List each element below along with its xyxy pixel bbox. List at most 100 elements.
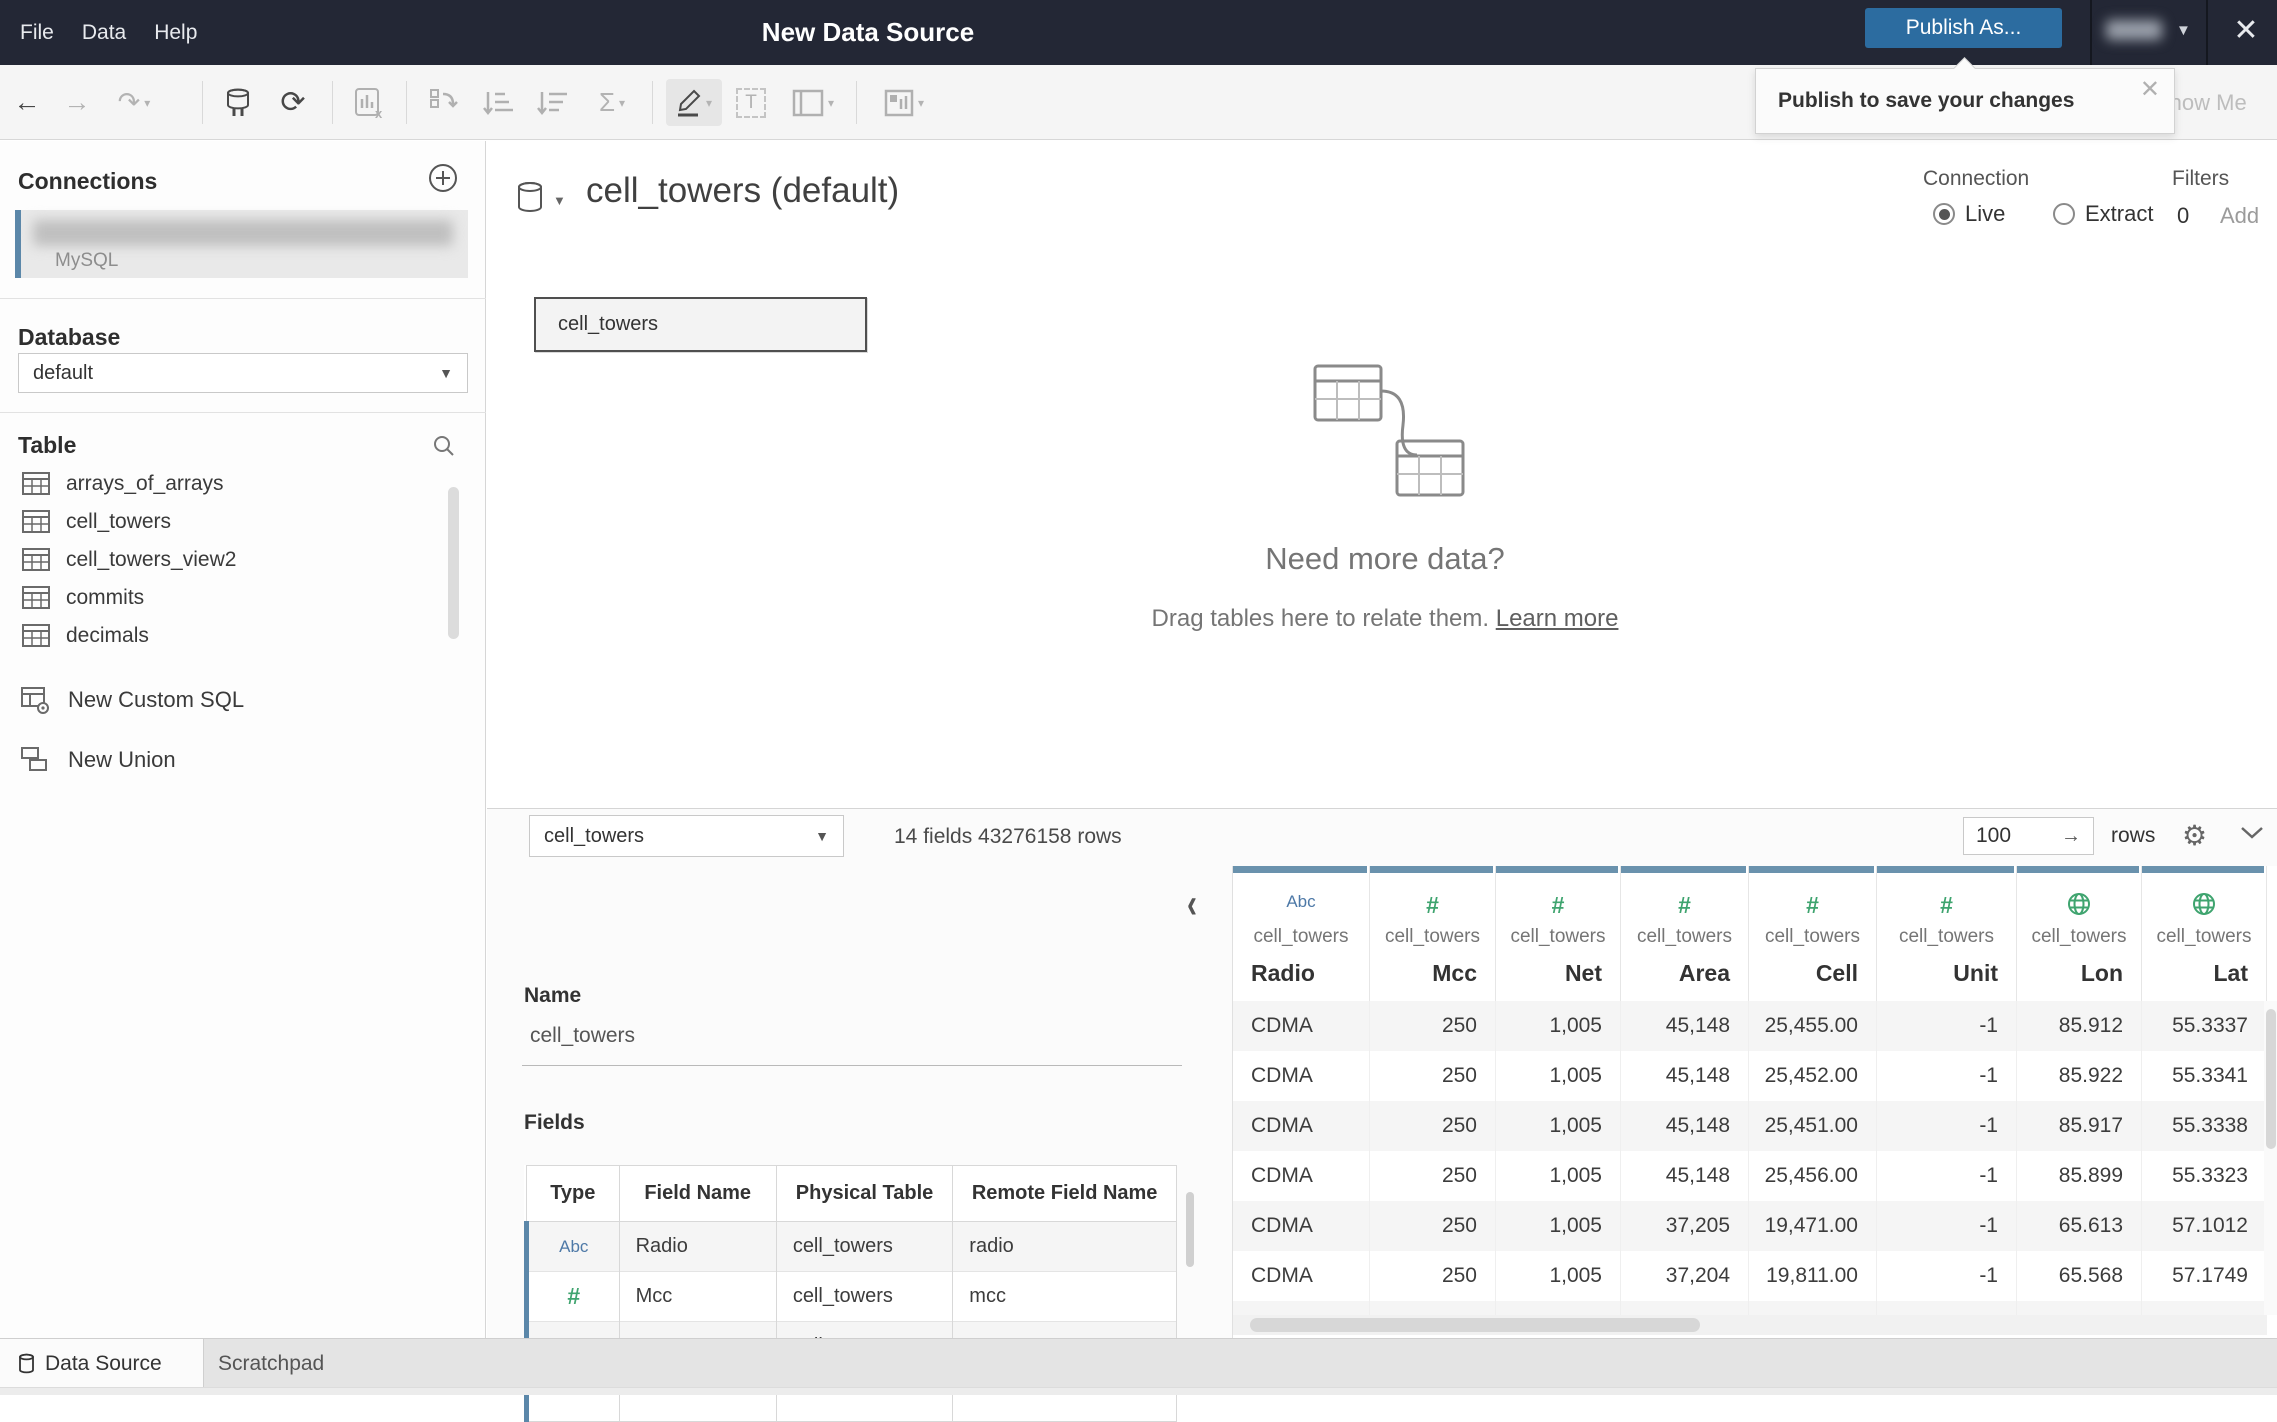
union-icon bbox=[20, 746, 54, 774]
redo-icon[interactable]: → bbox=[63, 87, 91, 117]
datasource-title[interactable]: cell_towers (default) bbox=[586, 171, 900, 210]
empty-state-subtitle: Drag tables here to relate them. Learn m… bbox=[1035, 605, 1735, 633]
menu-data[interactable]: Data bbox=[81, 20, 127, 44]
new-union-item[interactable]: New Union bbox=[0, 739, 470, 781]
user-menu-caret-icon[interactable]: ▼ bbox=[2176, 22, 2191, 39]
swap-rows-columns-icon[interactable] bbox=[422, 65, 466, 140]
table-list-scrollbar[interactable] bbox=[448, 487, 459, 639]
pause-updates-icon[interactable] bbox=[218, 65, 258, 140]
grid-horizontal-scrollbar[interactable] bbox=[1233, 1315, 2267, 1335]
column-name-label: Lat bbox=[2213, 960, 2249, 986]
filters-add-button[interactable]: Add bbox=[2220, 203, 2260, 228]
column-source-label: cell_towers bbox=[2031, 926, 2127, 947]
live-radio[interactable]: Live bbox=[1933, 201, 2005, 227]
grid-column-header-Cell[interactable]: # cell_towers Cell bbox=[1749, 866, 1877, 1001]
fields-row-Radio[interactable]: Abc Radio cell_towers radio bbox=[524, 1221, 1177, 1272]
extract-radio[interactable]: Extract bbox=[2053, 201, 2153, 227]
string-type-icon: Abc bbox=[1286, 892, 1316, 911]
cancel-query-icon[interactable]: x bbox=[346, 65, 392, 140]
text-tool-icon[interactable]: T bbox=[728, 65, 774, 140]
apply-arrow-icon[interactable]: → bbox=[2061, 824, 2081, 847]
grid-row[interactable]: CDMA 250 1,005 45,148 25,455.00 -1 85.912 55.33… bbox=[1233, 1001, 2267, 1051]
panel-chevron-down-icon[interactable] bbox=[2239, 824, 2265, 847]
empty-state: Need more data? Drag tables here to rela… bbox=[1035, 361, 1735, 633]
table-list-item-decimals[interactable]: decimals bbox=[0, 617, 470, 655]
database-icon[interactable] bbox=[515, 181, 545, 220]
grid-cell: 250 bbox=[1370, 1251, 1496, 1301]
table-list-item-commits[interactable]: commits bbox=[0, 579, 470, 617]
grid-column-header-Mcc[interactable]: # cell_towers Mcc bbox=[1370, 866, 1496, 1001]
field-type-cell: Abc bbox=[524, 1221, 620, 1272]
grid-row[interactable]: CDMA 250 1,005 37,205 19,471.00 -1 65.613 57.10… bbox=[1233, 1201, 2267, 1251]
connection-accent-bar bbox=[15, 210, 21, 278]
publish-as-button[interactable]: Publish As... bbox=[1865, 8, 2062, 48]
grid-cell: 55.3341 bbox=[2142, 1051, 2267, 1101]
grid-column-header-Net[interactable]: # cell_towers Net bbox=[1496, 866, 1621, 1001]
table-node-cell-towers[interactable]: cell_towers bbox=[534, 297, 867, 352]
grid-column-header-Radio[interactable]: Abc cell_towers Radio bbox=[1233, 866, 1370, 1001]
sort-descending-icon[interactable] bbox=[530, 65, 574, 140]
grid-column-header-Lon[interactable]: cell_towers Lon bbox=[2017, 866, 2142, 1001]
gear-icon[interactable]: ⚙ bbox=[2182, 820, 2208, 851]
column-name-label: Cell bbox=[1815, 960, 1858, 986]
bottom-status-strip bbox=[0, 1387, 2277, 1395]
search-icon[interactable] bbox=[432, 434, 456, 458]
fit-selector-icon[interactable]: ▾ bbox=[782, 65, 844, 140]
preview-table-select[interactable]: cell_towers ▼ bbox=[529, 815, 844, 857]
tab-scratchpad[interactable]: Scratchpad bbox=[218, 1339, 324, 1388]
refresh-icon[interactable]: ⟳ bbox=[280, 86, 306, 119]
name-value-input[interactable]: cell_towers bbox=[530, 1024, 636, 1047]
column-name-label: Mcc bbox=[1432, 960, 1477, 986]
menu-file[interactable]: File bbox=[20, 20, 54, 44]
grid-cell: 250 bbox=[1370, 1051, 1496, 1101]
grid-cell: -1 bbox=[1877, 1101, 2017, 1151]
remote-field-cell: mcc bbox=[952, 1271, 1177, 1322]
add-connection-icon[interactable] bbox=[428, 163, 458, 193]
fields-table-scrollbar[interactable] bbox=[1186, 1192, 1194, 1267]
datasource-caret-icon[interactable]: ▼ bbox=[553, 193, 566, 208]
close-icon[interactable]: ✕ bbox=[2233, 14, 2259, 47]
sort-ascending-icon[interactable] bbox=[476, 65, 520, 140]
tab-data-source[interactable]: Data Source bbox=[0, 1339, 204, 1388]
menu-help[interactable]: Help bbox=[154, 20, 198, 44]
replay-icon[interactable]: ↷ ▾ bbox=[117, 87, 151, 117]
show-hide-cards-icon[interactable]: ▾ bbox=[872, 65, 936, 140]
grid-column-header-Unit[interactable]: # cell_towers Unit bbox=[1877, 866, 2017, 1001]
collapse-pane-icon[interactable]: ‹ bbox=[1187, 881, 1197, 928]
grid-cell: 1,005 bbox=[1496, 1151, 1621, 1201]
table-list-item-cell_towers[interactable]: cell_towers bbox=[0, 503, 470, 541]
row-count-input[interactable]: 100 → bbox=[1963, 817, 2094, 855]
column-source-label: cell_towers bbox=[1898, 926, 1995, 947]
grid-row[interactable]: CDMA 250 1,005 37,204 19,811.00 -1 65.568 57.17… bbox=[1233, 1251, 2267, 1301]
connection-item[interactable]: MySQL bbox=[15, 210, 468, 278]
grid-row[interactable]: CDMA 250 1,005 45,148 25,456.00 -1 85.899 55.33… bbox=[1233, 1151, 2267, 1201]
table-list-item-arrays_of_arrays[interactable]: arrays_of_arrays bbox=[0, 465, 470, 503]
grid-cell: 19,863.00 bbox=[1749, 1301, 1877, 1315]
grid-cell: 45,148 bbox=[1621, 1151, 1749, 1201]
database-select[interactable]: default ▼ bbox=[18, 353, 468, 393]
grid-vertical-scrollbar[interactable] bbox=[2264, 1001, 2277, 1315]
grid-row[interactable]: CDMA 250 1,005 45,148 25,451.00 -1 85.917 55.33… bbox=[1233, 1101, 2267, 1151]
grid-hscroll-thumb[interactable] bbox=[1250, 1318, 1700, 1332]
tooltip-close-icon[interactable]: ✕ bbox=[2139, 76, 2160, 103]
grid-column-header-Area[interactable]: # cell_towers Area bbox=[1621, 866, 1749, 1001]
grid-cell: 37,204 bbox=[1621, 1251, 1749, 1301]
table-item-label: arrays_of_arrays bbox=[66, 472, 224, 495]
undo-icon[interactable]: ← bbox=[13, 87, 41, 117]
grid-row[interactable]: CDMA2501,00537,20419,863.00-165.56557.17… bbox=[1233, 1301, 2267, 1315]
grid-vscroll-thumb[interactable] bbox=[2266, 1009, 2276, 1149]
new-custom-sql-item[interactable]: New Custom SQL bbox=[0, 679, 470, 721]
table-item-label: cell_towers bbox=[66, 510, 172, 533]
learn-more-link[interactable]: Learn more bbox=[1495, 605, 1619, 632]
table-list-item-cell_towers_view2[interactable]: cell_towers_view2 bbox=[0, 541, 470, 579]
grid-row[interactable]: CDMA 250 1,005 45,148 25,452.00 -1 85.922 55.33… bbox=[1233, 1051, 2267, 1101]
totals-sigma-icon[interactable]: Σ ▾ bbox=[598, 87, 626, 117]
number-type-icon: # bbox=[1940, 892, 1953, 918]
grid-column-header-Lat[interactable]: cell_towers Lat bbox=[2142, 866, 2267, 1001]
grid-cell: 55.3338 bbox=[2142, 1101, 2267, 1151]
highlight-icon[interactable]: ▾ bbox=[668, 65, 720, 140]
fields-row-Mcc[interactable]: # Mcc cell_towers mcc bbox=[524, 1271, 1177, 1322]
number-type-icon: # bbox=[567, 1283, 581, 1309]
tooltip-arrow bbox=[1952, 56, 1976, 69]
new-union-label: New Union bbox=[68, 747, 176, 772]
